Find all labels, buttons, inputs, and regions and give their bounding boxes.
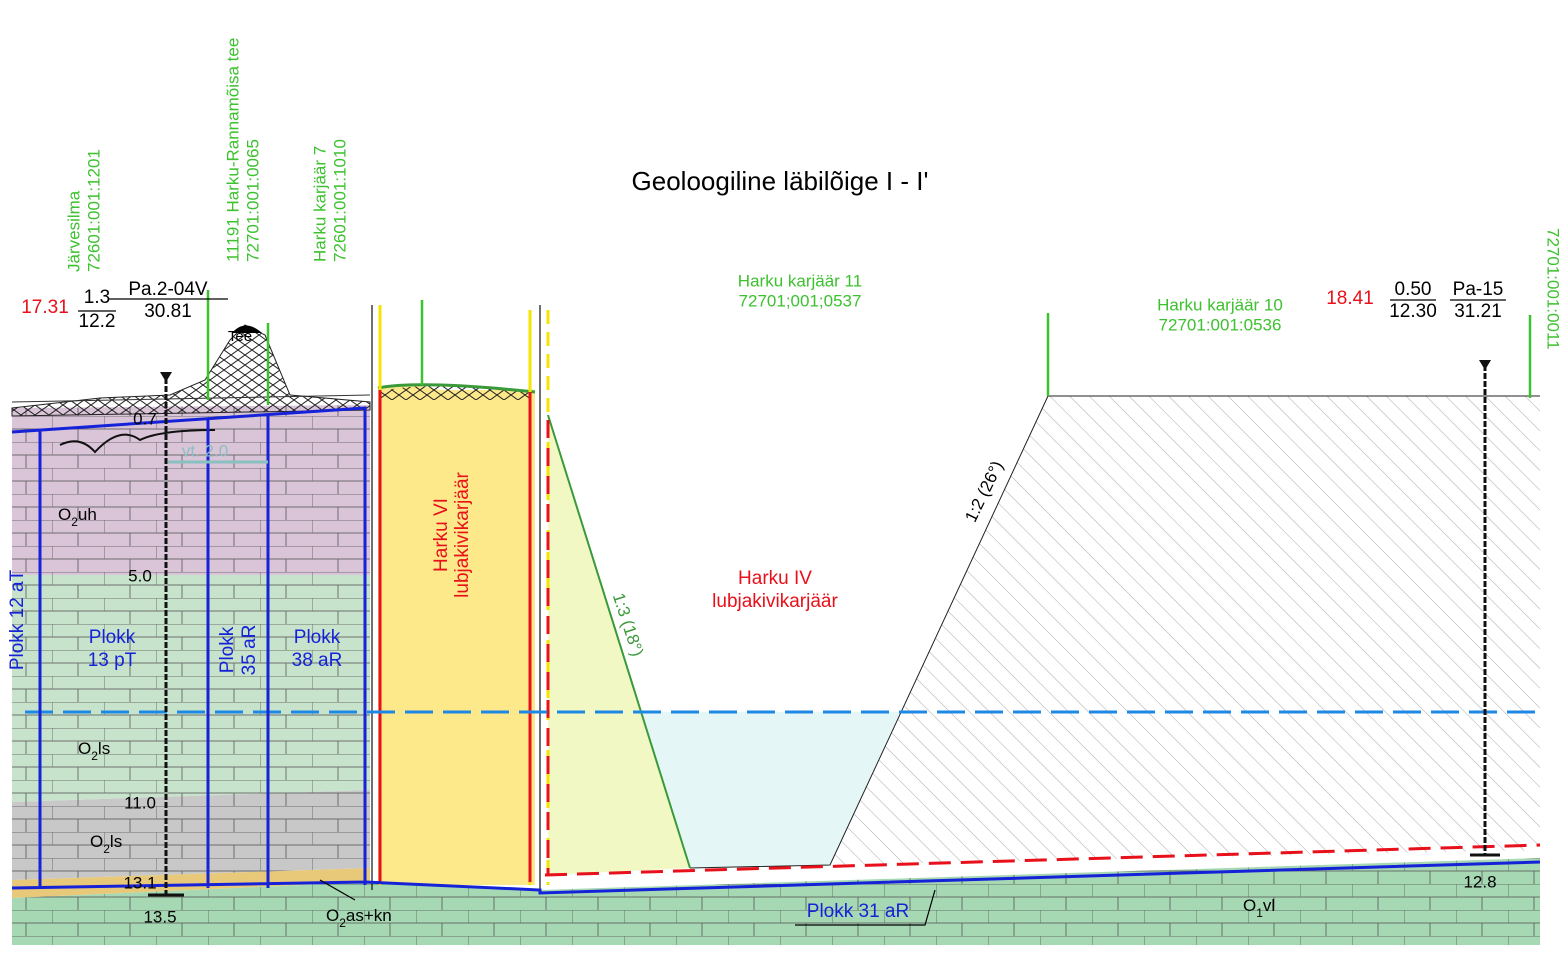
- layer-name: ls: [110, 832, 122, 851]
- water-level: vt. 2.0: [182, 441, 228, 460]
- quarry-label: Harku VI: [431, 498, 452, 572]
- quarry-label: Harku IV: [738, 568, 812, 589]
- block-label: Plokk: [294, 627, 341, 648]
- cross-section: Geoloogiline läbilõige I - I' Järvesilma…: [0, 0, 1562, 969]
- depth-label: 11.0: [124, 793, 156, 812]
- borehole-elevation: 17.31: [21, 297, 69, 318]
- depth-label: 12.8: [1463, 872, 1496, 891]
- layer-name: ls: [98, 739, 110, 758]
- parcel-label: 72701:001:0011: [1544, 228, 1562, 350]
- parcel-label: 72601:001:1010: [330, 139, 349, 262]
- parcel-label: 11191 Harku-Rannamõisa tee: [223, 38, 242, 262]
- depth-label: 0.7: [133, 409, 157, 428]
- parcel-label: Harku karjäär 10: [1157, 295, 1283, 314]
- parcel-label: Harku karjäär 11: [738, 271, 862, 290]
- borehole-ground: 30.81: [144, 301, 192, 322]
- block-label: 13 pT: [88, 650, 137, 671]
- parcel-label: 72601:001:1201: [84, 149, 103, 272]
- quarry-label: lubjakivikarjäär: [452, 472, 473, 598]
- block-label: 38 aR: [292, 650, 343, 671]
- borehole-name: Pa.2-04V: [128, 279, 208, 300]
- layer-symbol: O: [58, 505, 71, 524]
- borehole-numerator: 0.50: [1395, 279, 1432, 300]
- parcel-label: 72701;001;0537: [739, 291, 862, 310]
- layer-symbol: O: [326, 906, 339, 925]
- parcel-label: Järvesilma: [64, 190, 83, 272]
- depth-label: 13.1: [123, 873, 156, 892]
- parcel-label: Harku karjäär 7: [310, 146, 329, 262]
- quarry-label: lubjakivikarjäär: [712, 591, 838, 612]
- block-label: Plokk: [217, 626, 238, 673]
- layer-symbol: O: [1243, 896, 1256, 915]
- title: Geoloogiline läbilõige I - I': [632, 166, 929, 196]
- borehole-name: Pa-15: [1453, 279, 1504, 300]
- borehole-denominator: 12.2: [79, 311, 116, 332]
- layer-symbol: O: [78, 739, 91, 758]
- parcel-label: 72701:001:0536: [1159, 315, 1282, 334]
- layer-symbol: O: [90, 832, 103, 851]
- borehole-denominator: 12.30: [1389, 301, 1437, 322]
- block-label: Plokk 31 aR: [807, 901, 909, 922]
- borehole-numerator: 1.3: [84, 287, 110, 308]
- borehole-ground: 31.21: [1454, 301, 1502, 322]
- layer-name: uh: [78, 505, 97, 524]
- layer-name: as+kn: [346, 906, 392, 925]
- block-label: Plokk 12 aT: [7, 569, 28, 670]
- layer-name: vl: [1263, 896, 1275, 915]
- road-label: Tee: [228, 328, 252, 345]
- depth-label: 5.0: [128, 566, 152, 585]
- parcel-label: 72701:001:0065: [243, 139, 262, 262]
- block-label: Plokk: [89, 627, 136, 648]
- depth-label: 13.5: [143, 907, 176, 926]
- borehole-elevation: 18.41: [1326, 288, 1374, 309]
- block-label: 35 aR: [239, 625, 260, 676]
